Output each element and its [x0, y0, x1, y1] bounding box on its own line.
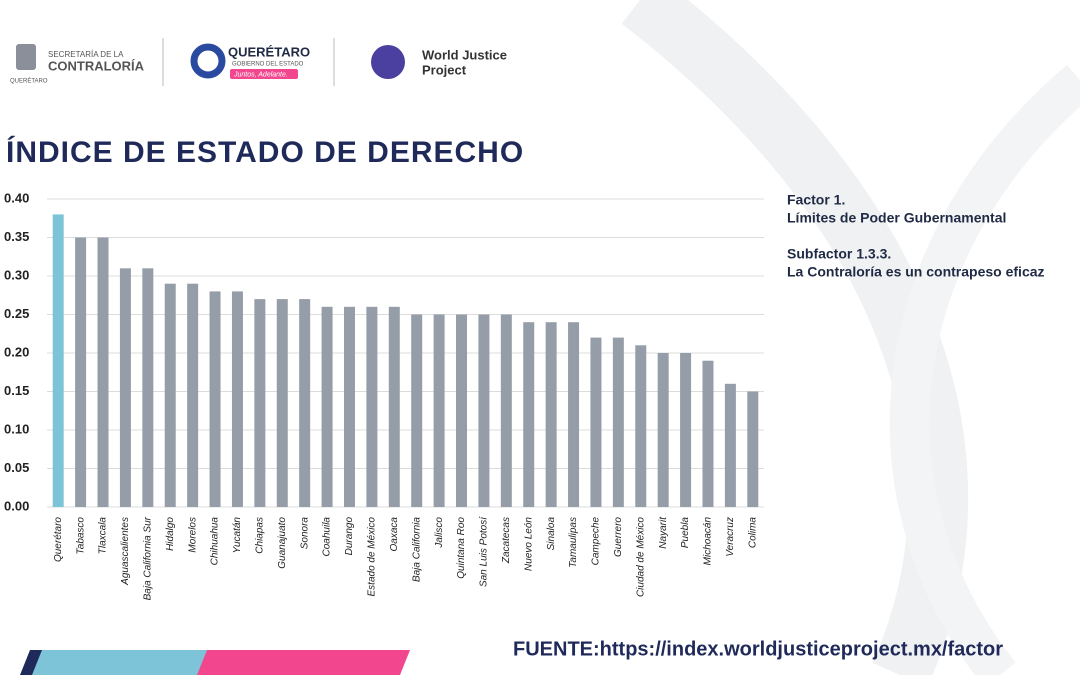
logo-text: CONTRALORÍA — [48, 58, 145, 73]
x-tick-label: Baja California — [411, 517, 422, 582]
bar — [321, 306, 333, 507]
x-tick-label: Querétaro — [53, 517, 64, 562]
bar — [276, 299, 288, 507]
x-tick-label: Nuevo León — [523, 517, 534, 571]
y-tick-label: 0.25 — [4, 306, 29, 321]
y-tick-label: 0.05 — [4, 460, 29, 475]
bar — [747, 391, 759, 507]
source: FUENTE:https://index.worldjusticeproject… — [513, 638, 1003, 660]
bar — [568, 322, 580, 507]
bar — [52, 214, 64, 507]
x-tick-label: Chiapas — [255, 517, 266, 554]
x-tick-label: Jalisco — [434, 517, 445, 549]
x-tick-label: San Luis Potosí — [479, 516, 490, 587]
bar — [657, 353, 669, 507]
bar — [523, 322, 535, 507]
x-tick-label: Ciudad de México — [635, 517, 646, 597]
bar — [545, 322, 557, 507]
y-tick-label: 0.20 — [4, 344, 29, 359]
x-tick-label: Tamaulipas — [568, 517, 579, 568]
x-tick-label: Morelos — [187, 517, 198, 553]
bar — [411, 314, 423, 507]
logo-text: Juntos, Adelante. — [233, 71, 288, 78]
bar — [209, 291, 221, 507]
y-tick-label: 0.40 — [4, 190, 29, 205]
note: Límites de Poder Gubernamental — [787, 210, 1006, 226]
bar — [231, 291, 243, 507]
x-tick-label: Sinaloa — [546, 517, 557, 551]
y-tick-label: 0.35 — [4, 229, 29, 244]
logo-text: Project — [422, 62, 467, 77]
chart-title: ÍNDICE DE ESTADO DE DERECHO — [6, 135, 524, 169]
x-tick-label: Tabasco — [75, 517, 86, 555]
x-tick-label: Chihuahua — [210, 517, 221, 566]
note: Subfactor 1.3.3. — [787, 246, 891, 262]
bar — [590, 337, 602, 507]
bar — [433, 314, 445, 507]
logo-text: QUERÉTARO — [228, 44, 310, 59]
x-tick-label: Nayarit — [658, 516, 669, 549]
bar — [254, 299, 266, 507]
bar — [187, 283, 199, 507]
bar — [366, 306, 378, 507]
bar — [97, 237, 109, 507]
note: Factor 1. — [787, 192, 845, 208]
bg-curve — [889, 64, 1080, 675]
bar — [388, 306, 400, 507]
logo-text: World Justice — [422, 47, 507, 62]
x-tick-label: Yucatán — [232, 517, 243, 554]
x-tick-label: Durango — [344, 517, 355, 556]
footer-stripe — [197, 650, 410, 675]
x-tick-label: Hidalgo — [165, 517, 176, 551]
wjp-logo — [371, 45, 405, 79]
bar — [456, 314, 468, 507]
bar — [75, 237, 87, 507]
x-tick-label: Quintana Roo — [456, 517, 467, 579]
x-tick-label: Sonora — [299, 517, 310, 550]
x-tick-label: Estado de México — [367, 517, 378, 597]
x-tick-label: Michoacán — [703, 517, 714, 566]
bar — [680, 353, 692, 507]
bar — [635, 345, 647, 507]
x-tick-label: Coahuila — [322, 517, 333, 557]
x-tick-label: Campeche — [591, 517, 602, 566]
bar — [702, 360, 714, 507]
note: La Contraloría es un contrapeso eficaz — [787, 264, 1045, 280]
y-tick-label: 0.30 — [4, 267, 29, 282]
logo-text: SECRETARÍA DE LA — [48, 50, 124, 59]
footer-stripe — [20, 650, 45, 675]
y-tick-label: 0.15 — [4, 383, 29, 398]
x-tick-label: Aguascalientes — [120, 517, 131, 586]
x-tick-label: Zacatecas — [501, 517, 512, 564]
logo-text: GOBIERNO DEL ESTADO — [232, 62, 304, 68]
x-tick-label: Veracruz — [725, 517, 736, 557]
bar — [142, 268, 154, 507]
x-tick-label: Puebla — [680, 517, 691, 549]
y-tick-label: 0.00 — [4, 498, 29, 513]
q-logo — [190, 43, 226, 79]
x-tick-label: Tlaxcala — [98, 517, 109, 555]
bar — [164, 283, 176, 507]
bar — [299, 299, 311, 507]
x-tick-label: Guanajuato — [277, 517, 288, 569]
slogan-bg — [230, 69, 298, 79]
x-tick-label: Oaxaca — [389, 517, 400, 552]
x-tick-label: Baja California Sur — [142, 516, 153, 600]
y-tick-label: 0.10 — [4, 421, 29, 436]
bar — [724, 383, 736, 507]
seal-icon — [16, 44, 36, 70]
logo-text: QUERÉTARO — [10, 78, 48, 85]
bar — [612, 337, 624, 507]
footer-stripe — [32, 650, 210, 675]
x-tick-label: Guerrero — [613, 517, 624, 557]
bar — [500, 314, 512, 507]
bar — [343, 306, 355, 507]
bar — [478, 314, 490, 507]
x-tick-label: Colima — [747, 517, 758, 549]
bar — [119, 268, 131, 507]
